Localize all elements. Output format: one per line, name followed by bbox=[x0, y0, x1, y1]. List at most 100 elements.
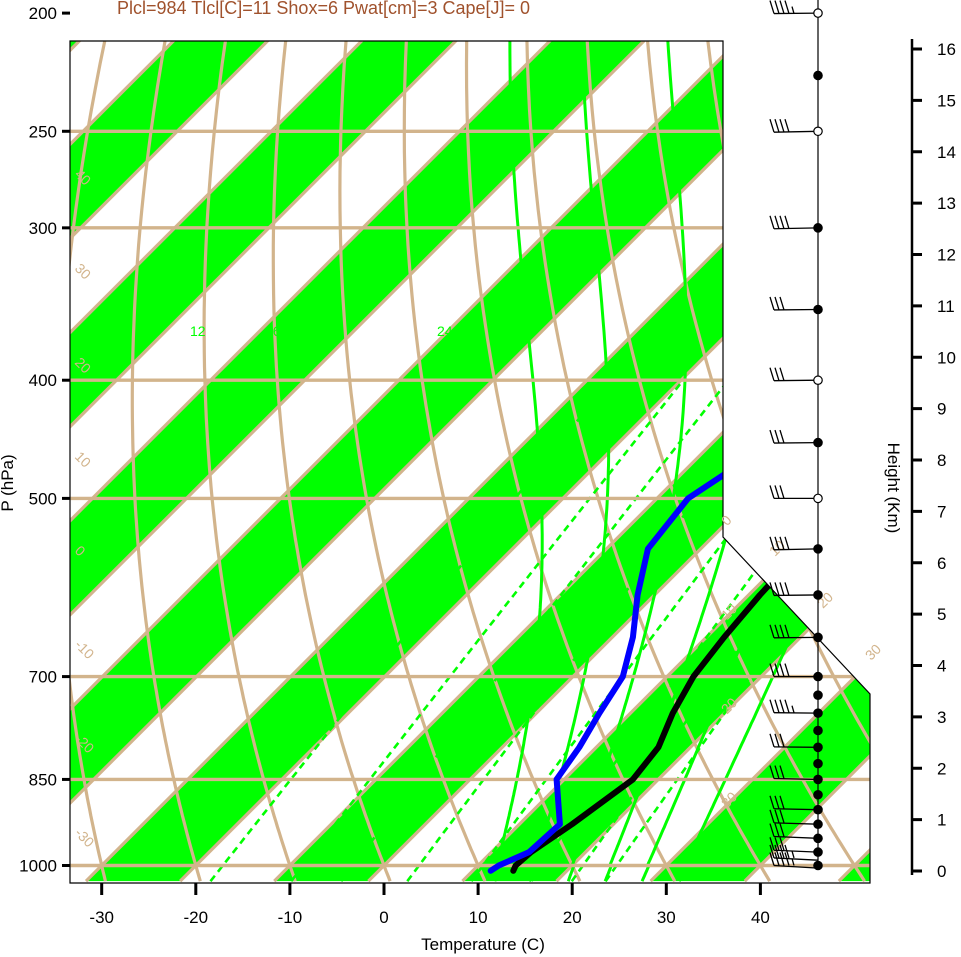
wind-barb-flag bbox=[774, 215, 780, 229]
isotherm-label-left: 10 bbox=[72, 448, 94, 470]
wind-barb-flag bbox=[769, 582, 775, 596]
p-tick-label: 700 bbox=[29, 668, 57, 687]
mixing-ratio-line bbox=[209, 379, 612, 883]
mixing-ratio-line bbox=[406, 379, 790, 882]
wind-level-dot bbox=[813, 833, 823, 844]
wind-level-dot bbox=[813, 437, 823, 448]
p-tick-label: 250 bbox=[29, 122, 57, 141]
wind-barb-half bbox=[791, 705, 795, 713]
wind-barb-flag bbox=[774, 809, 780, 824]
height-tick-label: 11 bbox=[937, 297, 955, 316]
wind-barb-shaft bbox=[773, 864, 819, 869]
wind-level-dot bbox=[813, 590, 823, 600]
wind-barb-flag bbox=[769, 429, 775, 444]
wind-barb-flag bbox=[784, 536, 790, 550]
wind-level-dot bbox=[813, 758, 823, 769]
wind-barb-flag bbox=[779, 215, 785, 229]
wind-barb-flag bbox=[774, 536, 780, 550]
wind-level-dot bbox=[813, 671, 823, 682]
wind-level-dot bbox=[813, 774, 823, 785]
mixing-ratio-line bbox=[340, 379, 730, 882]
wind-barb bbox=[769, 765, 819, 781]
wind-barb-flag bbox=[769, 699, 775, 713]
moist-adiabat-label: 32 bbox=[648, 323, 664, 339]
x-tick-label: -30 bbox=[89, 908, 114, 927]
wind-barb-flag bbox=[779, 823, 785, 837]
wind-barb bbox=[769, 296, 819, 311]
wind-barb-flag bbox=[779, 119, 785, 133]
wind-barb-flag bbox=[774, 852, 780, 866]
wind-barb-half bbox=[791, 850, 795, 859]
wind-level-open-dot bbox=[813, 126, 823, 137]
temperature-band bbox=[274, 41, 870, 882]
moist-adiabat-label: 16 bbox=[265, 323, 281, 339]
wind-barb-flag bbox=[774, 699, 780, 713]
wind-barb bbox=[769, 699, 819, 714]
wind-barb bbox=[769, 215, 819, 230]
wind-barb bbox=[769, 844, 819, 861]
height-tick-label: 14 bbox=[937, 143, 956, 162]
height-tick-label: 5 bbox=[937, 605, 946, 624]
wind-barb-shaft bbox=[773, 548, 819, 551]
wind-barb-shaft bbox=[773, 835, 819, 839]
height-tick-label: 2 bbox=[937, 759, 946, 778]
wind-level-dot bbox=[813, 860, 823, 871]
height-tick-label: 8 bbox=[937, 451, 946, 470]
isotherm-label-left: -10 bbox=[72, 636, 98, 662]
wind-barb bbox=[769, 624, 819, 639]
moist-adiabat-label: 12 bbox=[190, 323, 206, 339]
dry-adiabat-line bbox=[70, 41, 220, 882]
wind-level-open-dot bbox=[813, 375, 823, 386]
temperature-band bbox=[70, 41, 851, 882]
wind-barb-flag bbox=[769, 844, 775, 859]
wind-level-dot bbox=[813, 304, 823, 315]
wind-barb-flag bbox=[774, 823, 780, 837]
p-tick-label: 200 bbox=[29, 4, 57, 23]
isotherm-line bbox=[70, 41, 870, 883]
wind-barb-flag bbox=[769, 536, 775, 550]
moist-adiabat-label: 24 bbox=[437, 323, 453, 339]
x-tick-label: 10 bbox=[469, 908, 488, 927]
wind-barb bbox=[769, 0, 819, 15]
p-tick-label: 850 bbox=[29, 770, 57, 789]
wind-barb-flag bbox=[769, 119, 775, 133]
wind-barb bbox=[769, 823, 819, 839]
height-tick-label: 9 bbox=[937, 400, 946, 419]
wind-barb-flag bbox=[784, 119, 790, 133]
wind-barb bbox=[769, 795, 819, 811]
wind-barb-flag bbox=[774, 367, 780, 381]
isotherm-line bbox=[70, 41, 852, 883]
mixing-ratio-line bbox=[290, 379, 685, 882]
wind-barb-flag bbox=[769, 624, 775, 638]
wind-barb bbox=[769, 485, 818, 500]
x-tick-label: 0 bbox=[379, 908, 388, 927]
wind-barb bbox=[769, 429, 819, 444]
dry-adiabat-line bbox=[402, 41, 582, 882]
wind-barb-flag bbox=[779, 0, 785, 14]
plot-frame bbox=[69, 40, 871, 884]
dry-adiabat-line bbox=[338, 41, 487, 882]
chart-title: Plcl=984 Tlcl[C]=11 Shox=6 Pwat[cm]=3 Ca… bbox=[117, 0, 530, 18]
wind-level-dot bbox=[813, 708, 823, 718]
isotherm-line bbox=[70, 41, 870, 883]
height-tick-label: 7 bbox=[937, 502, 946, 521]
height-tick-label: 12 bbox=[937, 246, 956, 265]
wind-barb-shaft bbox=[773, 227, 819, 230]
wind-barb-flag bbox=[779, 795, 785, 809]
wind-barb-flag bbox=[779, 699, 785, 713]
mixing-ratio-label: 1 bbox=[310, 867, 318, 883]
height-tick-label: 6 bbox=[937, 554, 946, 573]
wind-barb bbox=[769, 582, 819, 597]
dry-adiabat-line bbox=[583, 41, 866, 883]
temperature-profile-line bbox=[510, 41, 870, 874]
wind-barb-shaft bbox=[773, 777, 819, 781]
wind-barb-flag bbox=[784, 624, 790, 638]
wind-barb-flag bbox=[774, 119, 780, 133]
wind-barb-flag bbox=[779, 837, 785, 851]
wind-barb-flag bbox=[769, 809, 775, 824]
wind-barb-flag bbox=[769, 733, 775, 748]
mixing-ratio-label: 3 bbox=[360, 867, 368, 883]
wind-barb-flag bbox=[774, 844, 780, 859]
wind-barb-flag bbox=[779, 296, 785, 311]
wind-barb-flag bbox=[784, 699, 790, 713]
